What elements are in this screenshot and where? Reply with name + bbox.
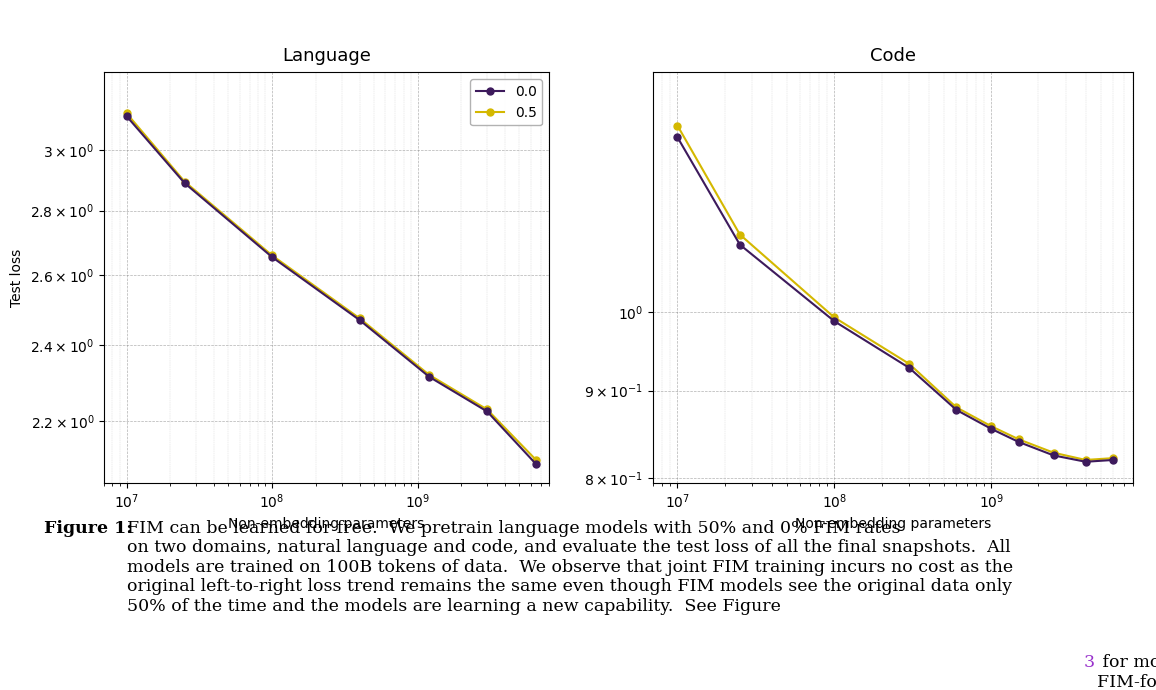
Text: for more evidence for the
FIM-for-free property.: for more evidence for the FIM-for-free p… (1097, 655, 1156, 690)
X-axis label: Non-embedding parameters: Non-embedding parameters (229, 517, 424, 531)
Text: 3: 3 (1083, 655, 1095, 671)
Title: Language: Language (282, 48, 371, 66)
Text: FIM can be learned for free.  We pretrain language models with 50% and 0% FIM ra: FIM can be learned for free. We pretrain… (127, 520, 1014, 615)
X-axis label: Non-embedding parameters: Non-embedding parameters (795, 517, 991, 531)
Text: Figure 1:: Figure 1: (44, 520, 139, 537)
Title: Code: Code (870, 48, 916, 66)
Legend: 0.0, 0.5: 0.0, 0.5 (470, 79, 542, 126)
Y-axis label: Test loss: Test loss (10, 248, 24, 307)
